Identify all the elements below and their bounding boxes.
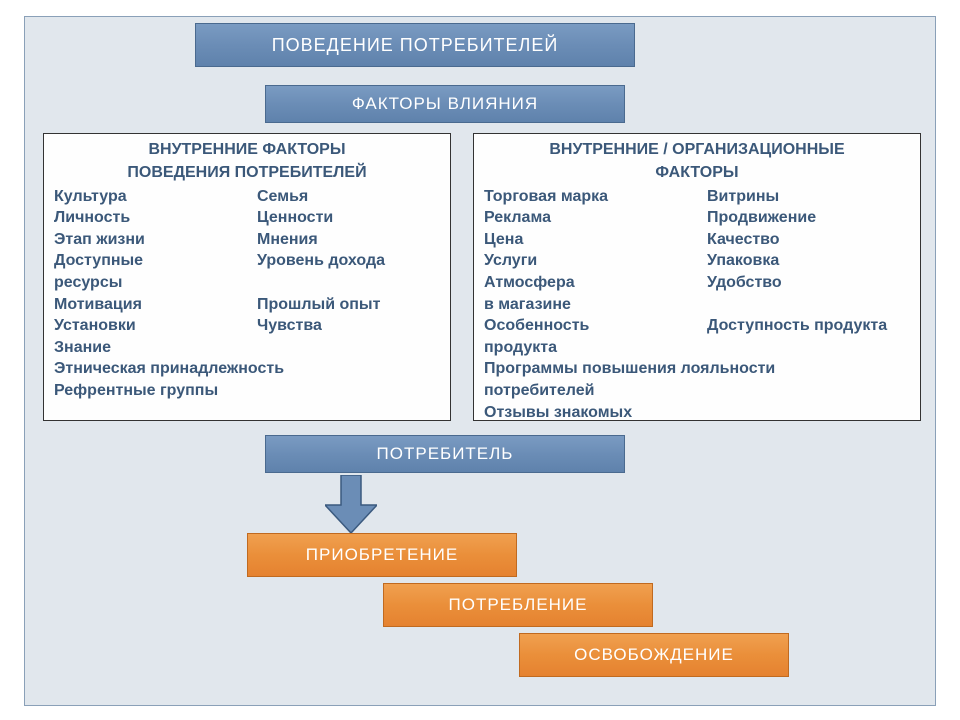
right-box-col2: Витрины Продвижение Качество Упаковка Уд… [707, 186, 910, 359]
title-block: ПОВЕДЕНИЕ ПОТРЕБИТЕЛЕЙ [195, 23, 635, 67]
left-box-full1: Этническая принадлежность [54, 358, 440, 380]
subtitle-text: ФАКТОРЫ ВЛИЯНИЯ [352, 94, 538, 114]
right-box-header2: ФАКТОРЫ [484, 163, 910, 184]
subtitle-block: ФАКТОРЫ ВЛИЯНИЯ [265, 85, 625, 123]
left-box-header2: ПОВЕДЕНИЯ ПОТРЕБИТЕЛЕЙ [54, 163, 440, 184]
step2-block: ПОТРЕБЛЕНИЕ [383, 583, 653, 627]
right-box-full2: потребителей [484, 380, 910, 402]
left-box-header1: ВНУТРЕННИЕ ФАКТОРЫ [54, 140, 440, 161]
right-box-header1: ВНУТРЕННИЕ / ОРГАНИЗАЦИОННЫЕ [484, 140, 910, 161]
left-box-full2: Рефрентные группы [54, 380, 440, 402]
diagram-canvas: ПОВЕДЕНИЕ ПОТРЕБИТЕЛЕЙ ФАКТОРЫ ВЛИЯНИЯ В… [24, 16, 936, 706]
consumer-block: ПОТРЕБИТЕЛЬ [265, 435, 625, 473]
left-box-col1: Культура Личность Этап жизни Доступные р… [54, 186, 237, 359]
step1-text: ПРИОБРЕТЕНИЕ [306, 545, 458, 565]
down-arrow-icon [325, 475, 377, 533]
left-factors-box: ВНУТРЕННИЕ ФАКТОРЫ ПОВЕДЕНИЯ ПОТРЕБИТЕЛЕ… [43, 133, 451, 421]
step1-block: ПРИОБРЕТЕНИЕ [247, 533, 517, 577]
step3-block: ОСВОБОЖДЕНИЕ [519, 633, 789, 677]
right-box-full3: Отзывы знакомых [484, 402, 910, 424]
right-box-col1: Торговая марка Реклама Цена Услуги Атмос… [484, 186, 687, 359]
step3-text: ОСВОБОЖДЕНИЕ [574, 645, 734, 665]
step2-text: ПОТРЕБЛЕНИЕ [449, 595, 588, 615]
right-box-full1: Программы повышения лояльности [484, 358, 910, 380]
right-factors-box: ВНУТРЕННИЕ / ОРГАНИЗАЦИОННЫЕ ФАКТОРЫ Тор… [473, 133, 921, 421]
consumer-text: ПОТРЕБИТЕЛЬ [377, 444, 514, 464]
left-box-col2: Семья Ценности Мнения Уровень дохода Про… [257, 186, 440, 359]
right-box-columns: Торговая марка Реклама Цена Услуги Атмос… [484, 186, 910, 359]
left-box-columns: Культура Личность Этап жизни Доступные р… [54, 186, 440, 359]
title-text: ПОВЕДЕНИЕ ПОТРЕБИТЕЛЕЙ [272, 35, 559, 56]
